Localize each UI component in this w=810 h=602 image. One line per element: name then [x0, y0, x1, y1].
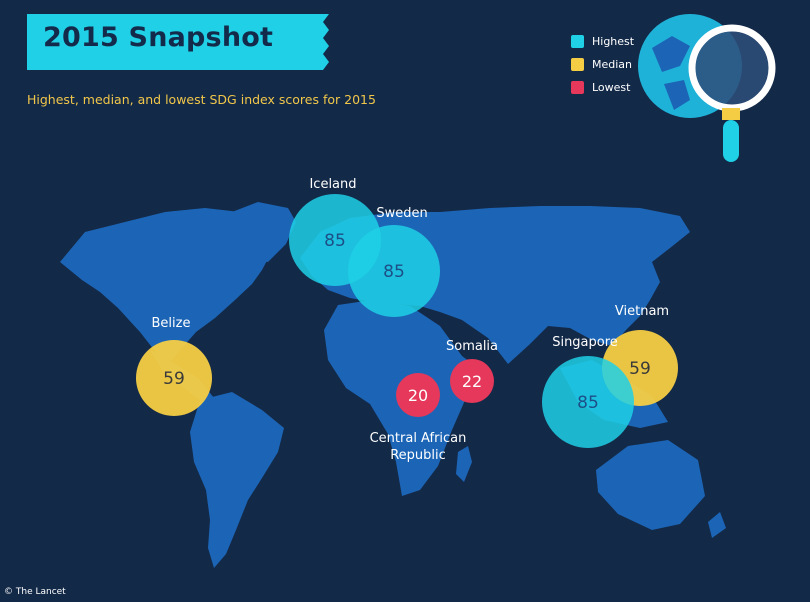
legend: Highest Median Lowest — [571, 30, 634, 99]
credit-text: © The Lancet — [4, 587, 66, 597]
score-vietnam: 59 — [629, 359, 651, 379]
title-banner: 2015 Snapshot — [27, 14, 329, 70]
label-belize: Belize — [152, 316, 191, 331]
page-title: 2015 Snapshot — [43, 22, 274, 53]
label-sweden: Sweden — [376, 206, 427, 221]
australia-land — [596, 440, 705, 530]
score-belize: 59 — [163, 369, 185, 389]
label-somalia: Somalia — [446, 339, 498, 354]
score-singapore: 85 — [577, 393, 599, 413]
legend-label-lowest: Lowest — [592, 81, 631, 94]
bubble-sweden — [348, 225, 440, 317]
score-iceland: 85 — [324, 231, 346, 251]
legend-swatch-highest — [571, 35, 584, 48]
legend-item-lowest: Lowest — [571, 76, 634, 99]
label-singapore: Singapore — [552, 335, 618, 350]
page-subtitle: Highest, median, and lowest SDG index sc… — [27, 92, 376, 107]
bubble-singapore — [542, 356, 634, 448]
legend-swatch-median — [571, 58, 584, 71]
label-central-african-republic: Central African Republic — [370, 431, 467, 463]
score-somalia: 22 — [462, 372, 482, 391]
bubble-belize — [136, 340, 212, 416]
legend-label-highest: Highest — [592, 35, 635, 48]
label-vietnam: Vietnam — [615, 304, 669, 319]
south-america-land — [190, 392, 284, 568]
data-bubbles: 85 85 59 22 20 59 85 — [136, 194, 678, 448]
new-zealand-land — [708, 512, 726, 538]
label-iceland: Iceland — [309, 177, 356, 192]
score-central-african-republic: 20 — [408, 386, 428, 405]
country-labels: Iceland Sweden Belize Somalia Central Africa… — [152, 177, 670, 463]
legend-label-median: Median — [592, 58, 633, 71]
legend-item-median: Median — [571, 53, 634, 76]
legend-item-highest: Highest — [571, 30, 634, 53]
globe-magnifier-icon — [638, 14, 776, 162]
bubble-somalia — [450, 359, 494, 403]
legend-swatch-lowest — [571, 81, 584, 94]
greenland-land — [230, 202, 296, 262]
north-america-land — [60, 208, 275, 362]
score-sweden: 85 — [383, 262, 405, 282]
bubble-central-african-republic — [396, 373, 440, 417]
madagascar-land — [456, 446, 472, 482]
